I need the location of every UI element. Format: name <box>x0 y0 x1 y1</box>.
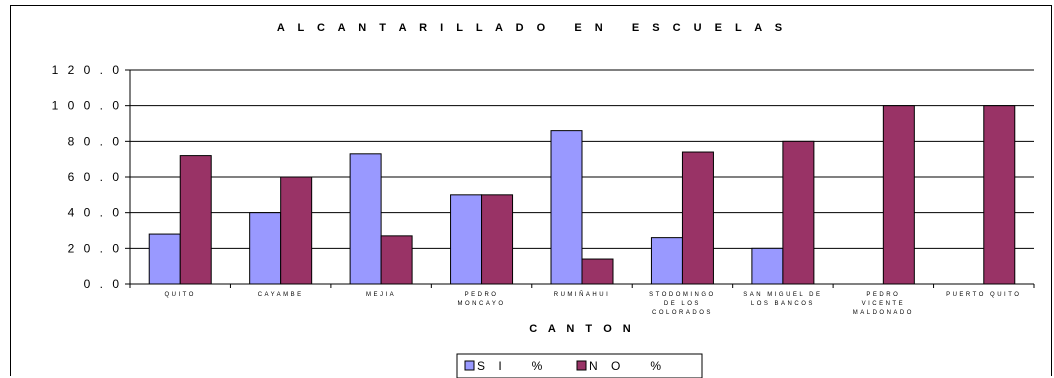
bar-no <box>882 105 915 285</box>
legend-label: S I % <box>477 359 547 373</box>
x-tick-label: RUMIÑAHUI <box>554 291 611 298</box>
bar-si <box>650 237 683 285</box>
bar-no <box>179 155 212 285</box>
y-tick-label: 4 0 . 0 <box>68 206 122 220</box>
bars <box>148 105 1016 285</box>
legend-swatch <box>576 360 587 371</box>
bar-no <box>983 105 1016 285</box>
bar-no <box>782 140 815 285</box>
x-tick-label: STODOMINGO DE LOS COLORADOS <box>649 292 716 316</box>
bar-no <box>280 176 313 285</box>
y-tick-label: 8 0 . 0 <box>68 134 122 148</box>
x-tick-label: PEDRO MONCAYO <box>458 292 506 307</box>
bar-no <box>681 151 714 285</box>
bar-no <box>380 235 413 285</box>
x-tick-labels: QUITO CAYAMBE MEJIA PEDRO MONCAYO RUMIÑAHUI ST… <box>165 291 1021 316</box>
bar-si <box>450 194 483 285</box>
bar-si <box>751 247 784 285</box>
x-tick-label: MEJIA <box>366 292 396 298</box>
x-tick-label: PEDRO VICENTE MALDONADO <box>853 292 914 316</box>
bar-si <box>148 233 181 285</box>
bar-si <box>550 130 583 285</box>
legend-swatch <box>464 360 475 371</box>
y-tick-labels: 0 . 0 2 0 . 0 4 0 . 0 6 0 . 0 8 0 . 0 1 0 0 .… <box>52 63 122 291</box>
y-tick-label: 1 2 0 . 0 <box>52 63 122 77</box>
axes <box>125 69 1035 288</box>
bar-si <box>249 212 282 285</box>
y-tick-label: 1 0 0 . 0 <box>52 99 122 113</box>
bar-no <box>481 194 514 285</box>
bar-si <box>349 153 382 285</box>
bar-no <box>581 258 614 285</box>
chart-title: A L C A N T A R I L L A D O E N E S C U … <box>277 22 787 34</box>
y-tick-label: 0 . 0 <box>84 277 122 291</box>
x-tick-label: CAYAMBE <box>258 292 304 298</box>
y-tick-label: 6 0 . 0 <box>68 170 122 184</box>
legend: S I % N O % <box>456 353 703 378</box>
legend-label: N O % <box>589 359 666 373</box>
x-tick-label: PUERTO QUITO <box>946 292 1021 298</box>
y-tick-label: 2 0 . 0 <box>68 241 122 255</box>
x-tick-label: QUITO <box>165 292 196 298</box>
x-tick-label: SAN MIGUEL DE LOS BANCOS <box>743 292 822 307</box>
x-axis-title: C A N T O N <box>529 323 635 335</box>
